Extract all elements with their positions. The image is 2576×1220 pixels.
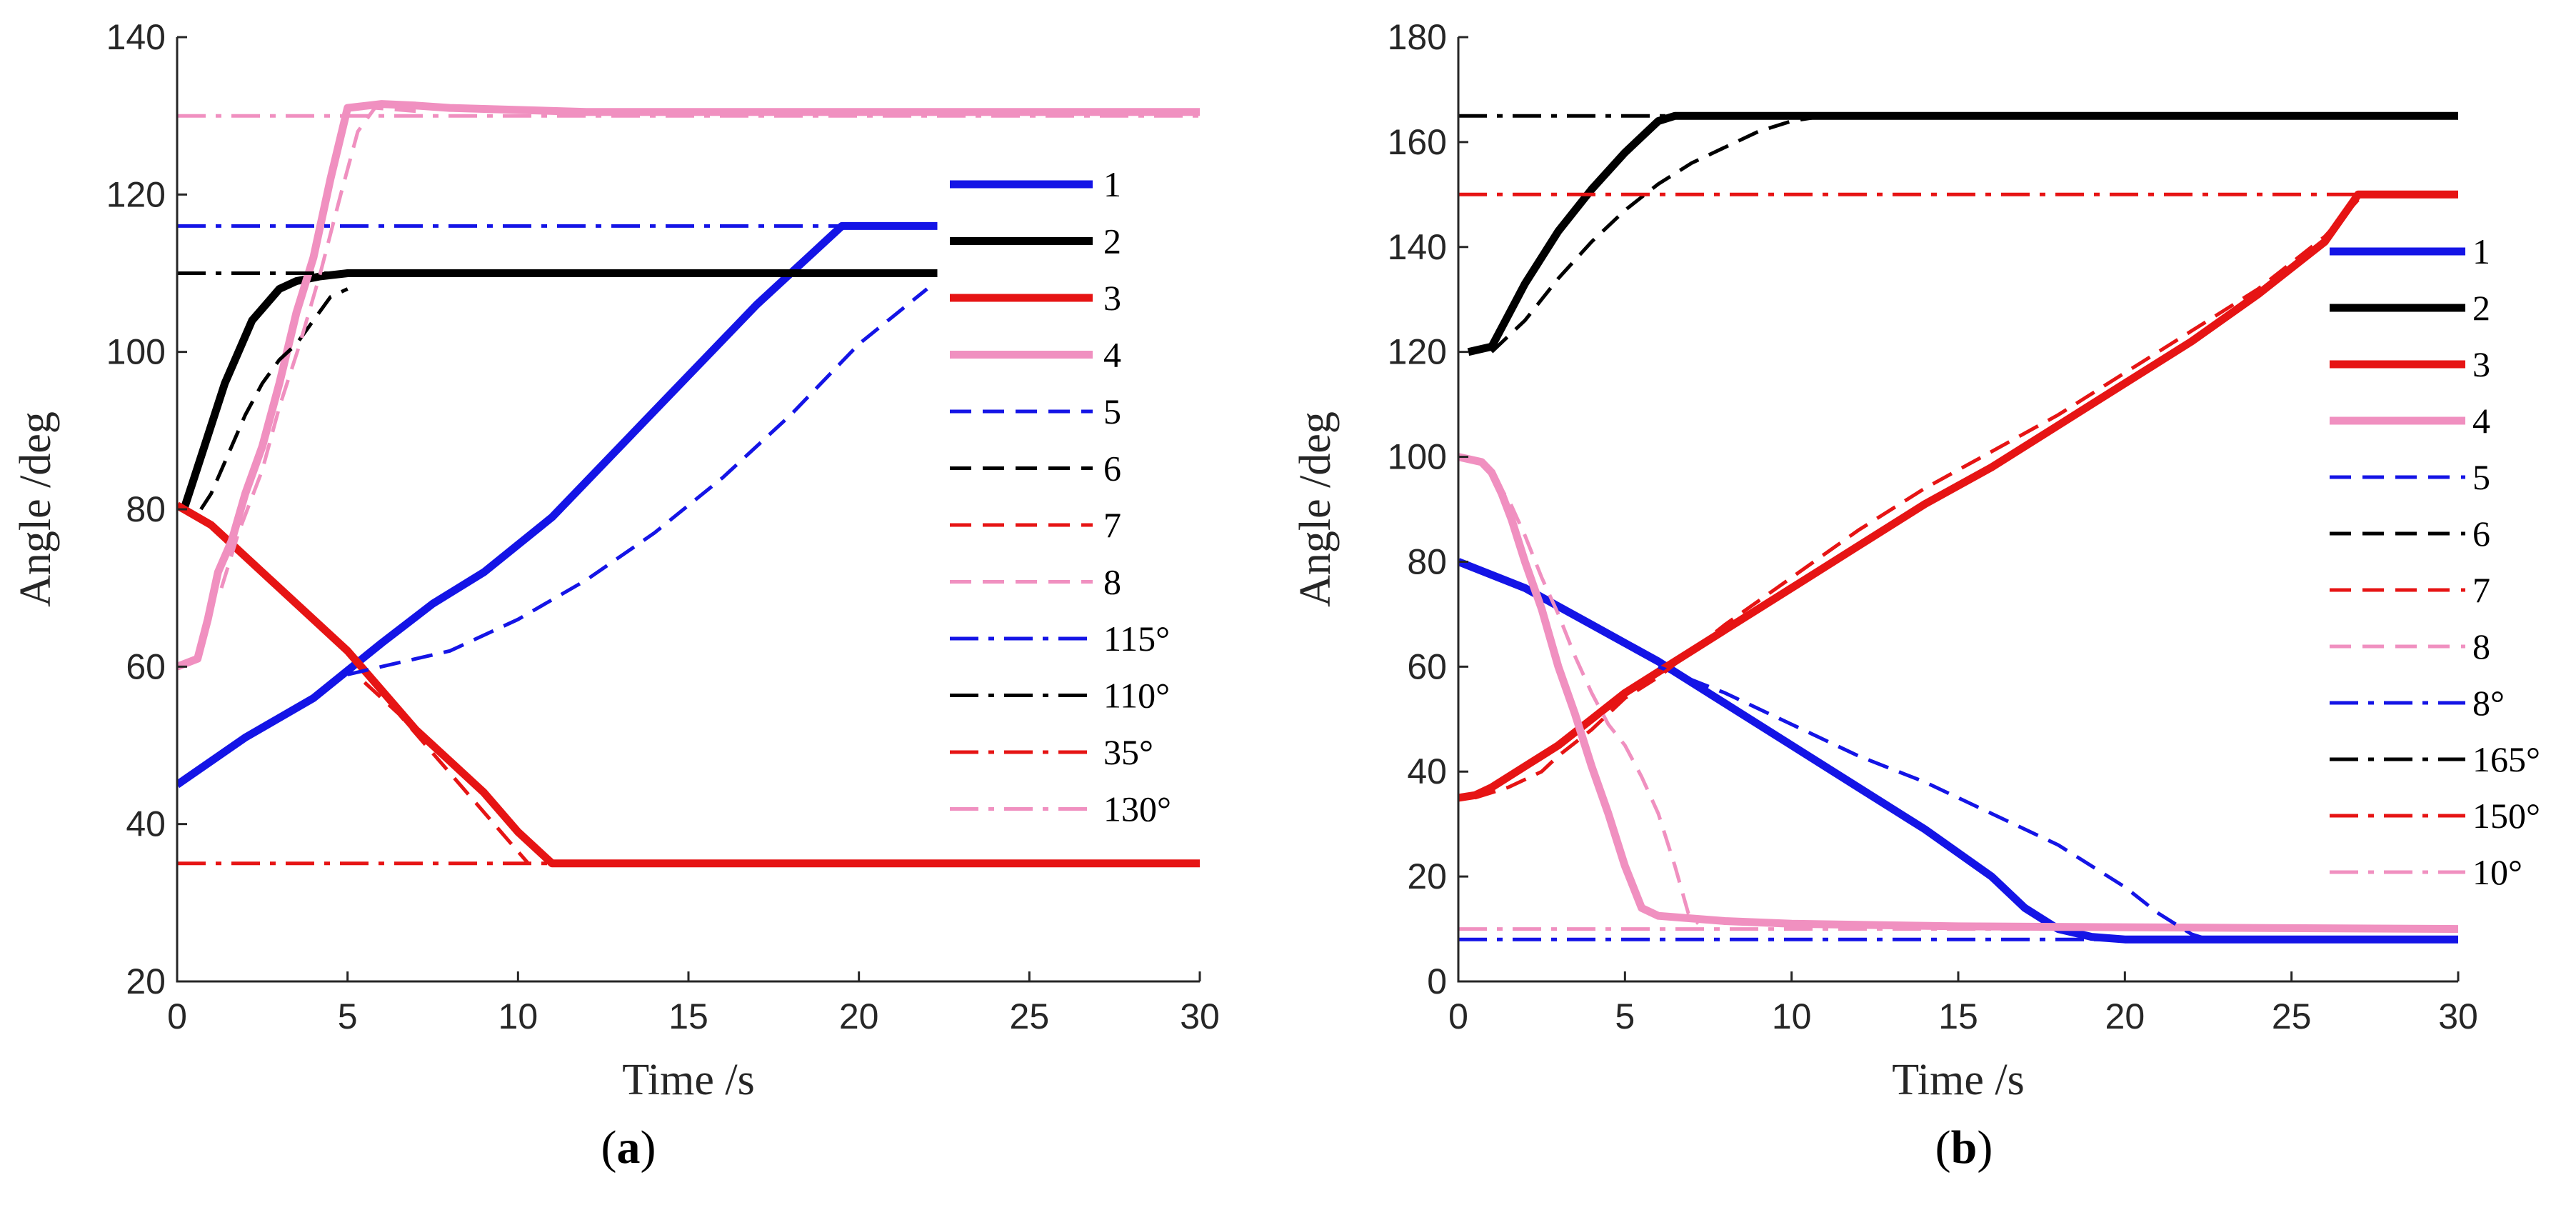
legend-label: 110° <box>1103 676 1170 716</box>
x-tick-label: 20 <box>839 996 879 1036</box>
series-line-3 <box>177 501 1200 868</box>
x-tick-label: 25 <box>1010 996 1050 1036</box>
x-tick-label: 20 <box>2105 996 2145 1036</box>
legend-label: 5 <box>1103 391 1121 431</box>
series-line-6 <box>199 287 349 511</box>
panel-caption: (a) <box>601 1121 656 1174</box>
y-tick-label: 100 <box>106 332 166 372</box>
series-line-7 <box>363 681 530 865</box>
y-axis-label: Angle /deg <box>11 411 60 607</box>
series-line-5 <box>1658 664 2209 941</box>
x-axis-label: Time /s <box>622 1056 755 1104</box>
legend-label: 6 <box>2472 514 2490 554</box>
y-tick-label: 60 <box>126 646 166 686</box>
y-tick-label: 40 <box>1407 751 1447 791</box>
series-line-3 <box>1458 190 2458 802</box>
legend-label: 7 <box>2472 570 2490 610</box>
y-tick-label: 20 <box>126 961 166 1001</box>
series-line-5 <box>347 287 928 676</box>
x-tick-label: 5 <box>1615 996 1635 1036</box>
legend-label: 150° <box>2472 796 2540 836</box>
x-tick-label: 0 <box>1448 996 1468 1036</box>
y-tick-label: 140 <box>1388 227 1447 267</box>
legend-label: 3 <box>1103 278 1121 318</box>
series-line-1 <box>1458 558 2458 944</box>
legend-label: 5 <box>2472 457 2490 497</box>
y-tick-label: 80 <box>126 489 166 529</box>
y-tick-label: 60 <box>1407 646 1447 686</box>
series-line-6 <box>1490 114 1825 354</box>
legend-label: 4 <box>1103 335 1121 375</box>
series-line-2 <box>1467 111 2458 356</box>
legend: 1 2 3 4 5 6 7 8 8° 165° 150° 10° <box>2330 231 2540 892</box>
x-tick-label: 15 <box>1938 996 1978 1036</box>
y-tick-label: 0 <box>1427 961 1447 1001</box>
legend-label: 10° <box>2472 852 2522 892</box>
legend-label: 1 <box>2472 231 2490 271</box>
y-tick-label: 100 <box>1388 437 1447 477</box>
series-line-7 <box>1474 199 2360 800</box>
y-tick-label: 40 <box>126 804 166 844</box>
legend-label: 8 <box>2472 626 2490 666</box>
legend-label: 130° <box>1103 789 1171 829</box>
panel-caption: (b) <box>1935 1121 1993 1174</box>
x-tick-label: 30 <box>2438 996 2478 1036</box>
x-tick-label: 25 <box>2272 996 2312 1036</box>
y-tick-label: 80 <box>1407 541 1447 581</box>
y-tick-label: 120 <box>1388 332 1447 372</box>
series-line-8 <box>1490 476 1700 925</box>
legend-label: 115° <box>1103 619 1170 659</box>
legend-label: 2 <box>2472 288 2490 328</box>
x-tick-label: 0 <box>167 996 187 1036</box>
y-tick-label: 160 <box>1388 122 1447 162</box>
y-tick-label: 120 <box>106 174 166 214</box>
x-tick-label: 15 <box>668 996 708 1036</box>
x-tick-label: 30 <box>1180 996 1220 1036</box>
series-line-4 <box>177 100 1200 671</box>
legend-label: 8° <box>2472 683 2505 723</box>
legend-label: 3 <box>2472 344 2490 384</box>
x-tick-label: 10 <box>1772 996 1812 1036</box>
legend-label: 1 <box>1103 164 1121 204</box>
x-axis-label: Time /s <box>1892 1056 2025 1104</box>
y-tick-label: 180 <box>1388 17 1447 57</box>
x-tick-label: 10 <box>498 996 538 1036</box>
legend: 1 2 3 4 5 6 7 8 115° 110° 35° 130° <box>950 164 1171 829</box>
x-tick-label: 5 <box>338 996 358 1036</box>
legend-label: 7 <box>1103 505 1121 545</box>
legend-label: 35° <box>1103 732 1153 772</box>
chart-panel-a: 1 2 3 4 5 6 7 8 115° 110° 35° 130° 0 5 10 15 20 25 30 20 40 6… <box>11 17 1220 1174</box>
series-line-1 <box>177 221 938 789</box>
legend-label: 165° <box>2472 739 2540 779</box>
legend-label: 6 <box>1103 449 1121 489</box>
y-axis-label: Angle /deg <box>1291 411 1340 607</box>
legend-label: 2 <box>1103 221 1121 261</box>
y-tick-label: 140 <box>106 17 166 57</box>
chart-panel-b: 1 2 3 4 5 6 7 8 8° 165° 150° 10° 0 5 10 15 20 25 30 0 20 40 60… <box>1291 17 2540 1174</box>
y-tick-label: 20 <box>1407 856 1447 896</box>
legend-label: 8 <box>1103 562 1121 602</box>
series-line-2 <box>180 269 938 511</box>
legend-label: 4 <box>2472 401 2490 441</box>
